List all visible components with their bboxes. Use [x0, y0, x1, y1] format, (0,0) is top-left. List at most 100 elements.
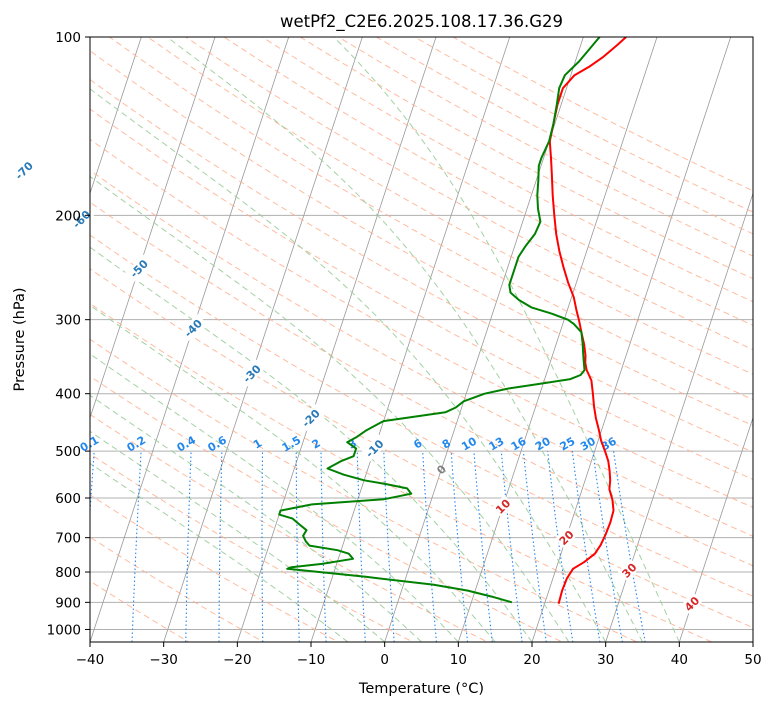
- label-halo: [491, 495, 514, 518]
- background-lines: [0, 10, 753, 654]
- dry-adiabat: [90, 413, 489, 642]
- y-tick-label: 200: [55, 208, 81, 224]
- mixing-ratio-line: [522, 451, 547, 642]
- isotherm: [90, 37, 216, 419]
- dry-adiabat: [108, 37, 753, 401]
- mixing-ratio-line: [320, 451, 327, 642]
- label-halo: [360, 434, 388, 462]
- chart-title: wetPf2_C2E6.2025.108.17.36.G29: [280, 12, 563, 32]
- label-halo: [9, 156, 38, 184]
- label-halo: [296, 404, 325, 432]
- dry-adiabat: [90, 169, 753, 537]
- moist-adiabat: [90, 88, 607, 642]
- dry-adiabat: [146, 37, 753, 375]
- dewpoint-profile: [278, 37, 601, 604]
- isotherm: [0, 10, 3, 654]
- mixing-ratio-line: [422, 451, 437, 642]
- warm-isotherm-label: 20: [557, 528, 577, 548]
- moist-adiabat: [90, 462, 349, 642]
- zero-isotherm-label: 0: [434, 462, 449, 477]
- dry-adiabat: [90, 375, 564, 642]
- dry-adiabat: [90, 78, 753, 453]
- isotherm: [310, 37, 511, 642]
- y-tick-label: 800: [55, 565, 81, 581]
- moist-adiabat: [90, 175, 570, 642]
- dry-adiabat: [90, 580, 190, 642]
- label-halo: [124, 254, 153, 283]
- x-tick-label: 10: [450, 652, 467, 668]
- y-tick-label: 700: [55, 531, 81, 547]
- moist-adiabat: [90, 430, 386, 642]
- isotherm: [678, 416, 753, 642]
- mixing-ratio-line: [592, 451, 623, 642]
- dry-adiabat: [90, 201, 753, 567]
- dry-adiabat: [90, 234, 753, 597]
- mixing-ratio-line: [383, 451, 395, 642]
- label-halo: [617, 559, 640, 582]
- moist-adiabat: [90, 353, 459, 642]
- mixing-ratio-line: [547, 451, 574, 642]
- x-tick-label: 20: [523, 652, 540, 668]
- warm-isotherm-label: 10: [493, 497, 513, 517]
- mixing-ratio-line: [218, 451, 223, 642]
- isotherm: [90, 37, 142, 195]
- plot-frame: [89, 36, 754, 643]
- x-tick-label: −20: [223, 652, 252, 668]
- label-halo: [554, 526, 577, 549]
- isotherm: [163, 37, 363, 642]
- moist-adiabat: [166, 37, 643, 642]
- dry-adiabat: [184, 37, 753, 351]
- dry-adiabat: [90, 536, 265, 642]
- dry-adiabat: [375, 37, 753, 235]
- dry-adiabat: [90, 138, 753, 508]
- mixing-ratio-label: 2: [310, 437, 323, 452]
- y-tick-label: 900: [55, 595, 81, 611]
- reference-labels: 0.10.20.40.611.52346810131620253036-100-…: [9, 156, 703, 615]
- x-axis-label: Temperature (°C): [358, 681, 484, 697]
- y-tick-label: 300: [55, 313, 81, 329]
- y-tick-label: 600: [55, 491, 81, 507]
- isotherm: [457, 37, 658, 642]
- mixing-ratio-line: [473, 451, 493, 642]
- warm-isotherm-label: 40: [682, 594, 702, 614]
- y-tick-label: 400: [55, 387, 81, 403]
- y-tick-label: 500: [55, 444, 81, 460]
- mixing-ratio-line: [613, 451, 646, 642]
- dry-adiabat: [90, 268, 753, 629]
- isotherm: [236, 37, 437, 642]
- x-tick-label: −30: [149, 652, 178, 668]
- mixing-ratio-label: 6: [411, 436, 424, 451]
- x-tick-label: −10: [297, 652, 326, 668]
- temperature-profile: [548, 37, 627, 605]
- dry-adiabat: [90, 108, 753, 481]
- dry-adiabat: [90, 338, 639, 642]
- label-halo: [67, 205, 95, 233]
- isotherm: [605, 192, 753, 642]
- moist-adiabat: [90, 394, 422, 642]
- isotherm: [384, 37, 584, 642]
- x-tick-label: 50: [744, 652, 761, 668]
- mixing-ratio-line: [261, 451, 264, 642]
- x-tick-label: 40: [671, 652, 688, 668]
- mixing-ratio-line: [571, 451, 601, 642]
- y-tick-label: 100: [55, 30, 81, 46]
- label-halo: [178, 313, 207, 342]
- dry-adiabat: [90, 50, 753, 427]
- dry-adiabat: [90, 494, 340, 642]
- profile-lines: [278, 37, 627, 605]
- label-halo: [237, 359, 266, 388]
- mixing-ratio-line: [90, 451, 95, 519]
- dry-adiabat: [90, 302, 713, 642]
- x-tick-label: 30: [597, 652, 614, 668]
- mixing-ratio-line: [185, 451, 192, 642]
- moist-adiabat: [90, 304, 496, 642]
- mixing-ratio-label: 1: [251, 437, 264, 452]
- warm-isotherm-label: 30: [620, 561, 640, 581]
- y-axis-label: Pressure (hPa): [12, 287, 28, 391]
- mixing-ratio-line: [295, 451, 300, 642]
- x-tick-label: 0: [380, 652, 389, 668]
- mixing-ratio-line: [450, 451, 469, 642]
- dry-adiabat: [90, 453, 414, 642]
- x-tick-label: −40: [76, 652, 105, 668]
